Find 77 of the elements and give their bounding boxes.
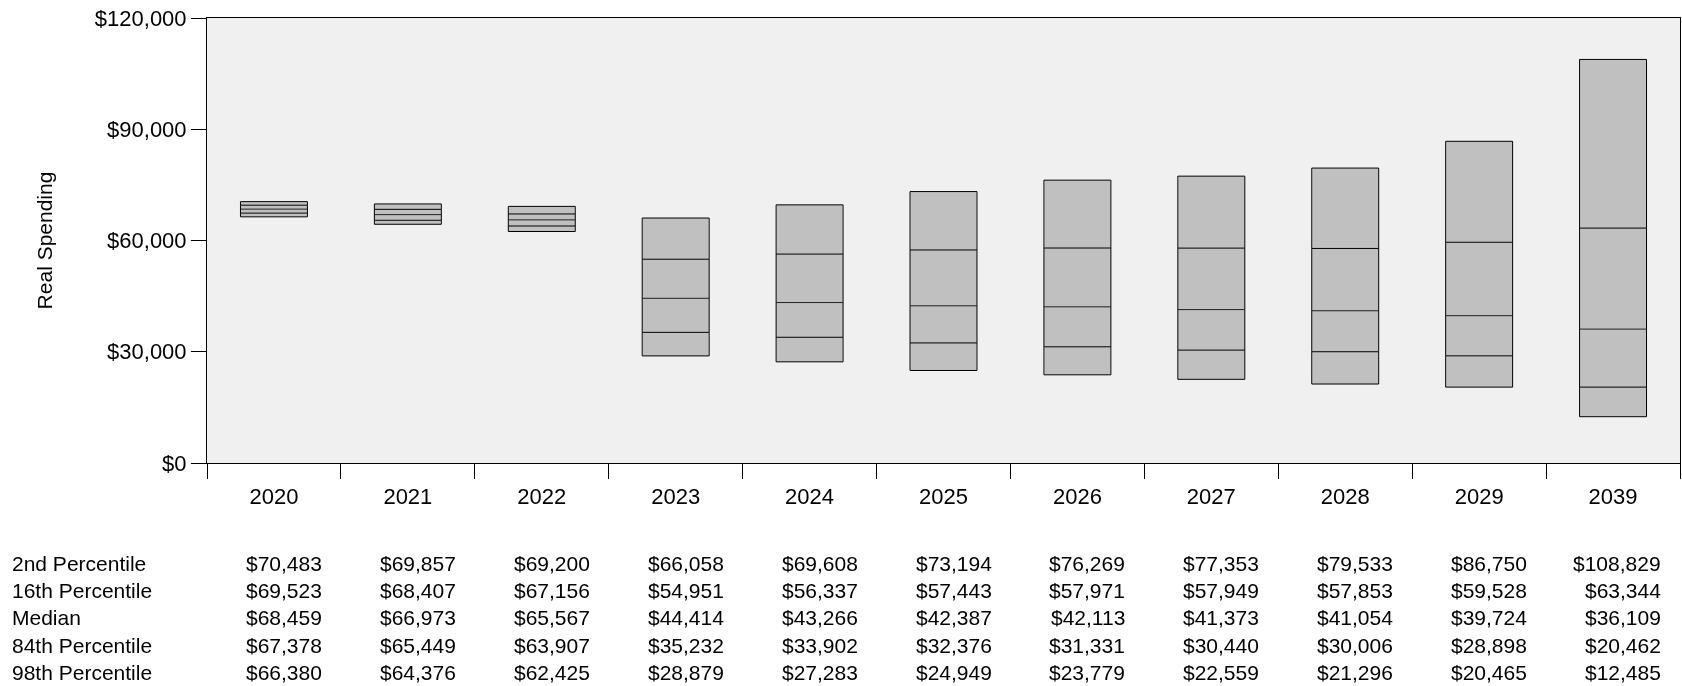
text: $33,902 [782,634,858,657]
text: $31,331 [1049,634,1125,657]
text: $77,353 [1183,552,1259,575]
y-tick-label: $0 [162,450,187,476]
text: $57,949 [1183,579,1259,602]
y-tick-label: $60,000 [107,228,187,254]
text: $86,750 [1451,552,1527,575]
text: $68,407 [380,579,456,602]
text: $76,269 [1049,552,1125,575]
text: $20,462 [1585,634,1661,657]
text: $67,378 [246,634,322,657]
text: $39,724 [1451,606,1527,629]
y-axis-title: Real Spending [32,171,56,310]
text: $57,443 [916,579,992,602]
x-tick-label: 2021 [383,484,433,510]
text: $30,440 [1183,634,1259,657]
text: $73,194 [916,552,992,575]
text: $28,898 [1451,634,1527,657]
text: $23,779 [1049,661,1125,684]
text: $41,373 [1183,606,1259,629]
y-tick-label: $30,000 [107,339,187,365]
text: 98th Percentile [12,661,153,684]
text: $64,376 [380,661,456,684]
text: $35,232 [648,634,724,657]
text: $69,857 [380,552,456,575]
text: $42,113 [1051,606,1126,629]
text: $62,425 [514,661,590,684]
x-tick-label: 2022 [517,484,567,510]
text: $27,283 [782,661,858,684]
text: $63,344 [1585,579,1661,602]
text: $57,853 [1317,579,1393,602]
text: $12,485 [1585,661,1661,684]
text: $69,608 [782,552,858,575]
text: $108,829 [1573,552,1661,575]
x-tick-label: 2029 [1454,484,1504,510]
text: $59,528 [1451,579,1527,602]
text: $30,006 [1317,634,1393,657]
text: $42,387 [916,606,992,629]
x-tick-label: 2027 [1186,484,1236,510]
text: 2nd Percentile [12,552,147,575]
text: $20,465 [1451,661,1527,684]
text: $63,907 [514,634,590,657]
text: 16th Percentile [12,579,153,602]
text: $44,414 [648,606,724,629]
x-tick-label: 2025 [919,484,968,510]
x-tick-label: 2023 [651,484,701,510]
text: $79,533 [1317,552,1393,575]
x-tick-label: 2039 [1588,484,1638,510]
text: $68,459 [246,606,322,629]
text: $36,109 [1585,606,1661,629]
text: $41,054 [1317,606,1393,629]
text: $56,337 [782,579,858,602]
text: $67,156 [514,579,590,602]
text: $22,559 [1183,661,1259,684]
text: $66,380 [246,661,322,684]
text: $66,058 [648,552,724,575]
text: $21,296 [1317,661,1393,684]
text: $69,523 [246,579,322,602]
text: Median [12,606,81,629]
y-tick-label: $120,000 [94,5,187,31]
text: $54,951 [648,579,724,602]
x-tick-label: 2026 [1052,484,1102,510]
text: $66,973 [380,606,456,629]
text: $24,949 [916,661,992,684]
y-tick-label: $90,000 [107,116,187,142]
x-tick-label: 2028 [1320,484,1370,510]
x-tick-label: 2020 [249,484,299,510]
x-tick-label: 2024 [785,484,835,510]
text: $57,971 [1049,579,1125,602]
text: $65,567 [514,606,590,629]
text: $65,449 [380,634,456,657]
text: 84th Percentile [12,634,153,657]
text: $70,483 [246,552,322,575]
text: $69,200 [514,552,590,575]
text: $43,266 [782,606,858,629]
text: $32,376 [916,634,992,657]
text: $28,879 [648,661,724,684]
